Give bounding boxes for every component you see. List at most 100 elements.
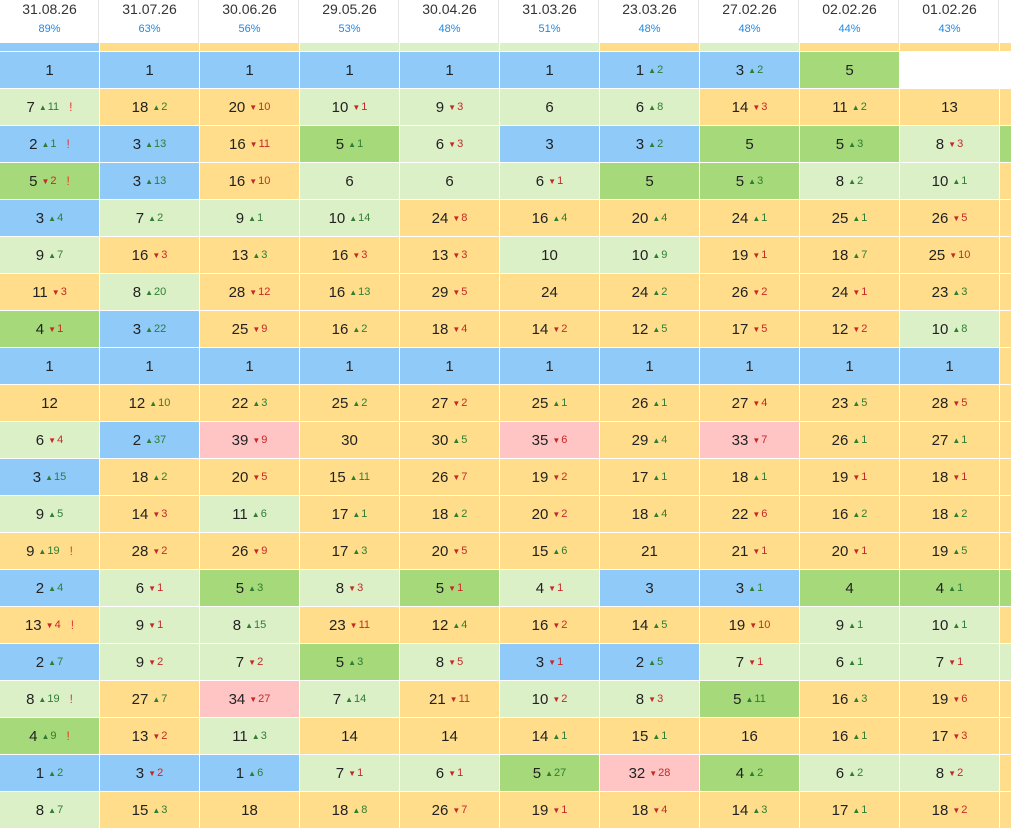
rank-cell[interactable]: 17 ▲3 <box>300 533 399 569</box>
rank-cell[interactable]: 19 ▼10 <box>700 607 799 643</box>
rank-cell[interactable]: 8 ▼3 <box>300 570 399 606</box>
rank-cell[interactable]: 3 ▼1 <box>500 644 599 680</box>
rank-cell[interactable]: 18 ▲2 <box>900 496 999 532</box>
rank-cell[interactable]: 6 ▼1 <box>500 163 599 199</box>
rank-cell[interactable]: 8 ▲19! <box>0 681 99 717</box>
rank-cell[interactable]: 1 <box>0 52 99 88</box>
rank-cell[interactable]: 35 ▼6 <box>500 422 599 458</box>
rank-cell[interactable]: 7 ▼1 <box>300 755 399 791</box>
rank-cell[interactable]: 23 ▲3 <box>900 274 999 310</box>
rank-cell[interactable]: 12 ▼2 <box>800 311 899 347</box>
rank-cell[interactable]: 4 ▲9! <box>0 718 99 754</box>
rank-cell[interactable]: 4 ▲2 <box>700 755 799 791</box>
rank-cell[interactable]: 10 ▼1 <box>300 89 399 125</box>
rank-cell[interactable]: 7 ▼2 <box>200 644 299 680</box>
rank-cell[interactable]: 3 ▲1 <box>700 570 799 606</box>
rank-cell[interactable]: 22 ▼6 <box>700 496 799 532</box>
rank-cell[interactable]: 21 ▼1 <box>700 533 799 569</box>
rank-cell[interactable]: 1 <box>100 52 199 88</box>
rank-cell[interactable]: 25 ▼9 <box>200 311 299 347</box>
rank-cell[interactable]: 1 <box>200 348 299 384</box>
rank-cell[interactable]: 15 ▲3 <box>100 792 199 828</box>
rank-cell[interactable]: 6 ▼4 <box>0 422 99 458</box>
rank-cell[interactable]: 5 ▼1 <box>400 570 499 606</box>
rank-cell[interactable]: 8 ▼2 <box>900 755 999 791</box>
rank-cell[interactable]: 24 ▼1 <box>800 274 899 310</box>
rank-cell[interactable]: 14 ▲3 <box>700 792 799 828</box>
rank-cell[interactable]: 11 ▲3 <box>200 718 299 754</box>
rank-cell[interactable]: 13 ▼3 <box>400 237 499 273</box>
rank-cell[interactable]: 30 <box>300 422 399 458</box>
rank-cell[interactable]: 1 <box>400 52 499 88</box>
rank-cell[interactable]: 25 ▲1 <box>500 385 599 421</box>
rank-cell[interactable]: 10 ▼2 <box>500 681 599 717</box>
rank-cell[interactable]: 1 <box>200 52 299 88</box>
rank-cell[interactable]: 6 ▼3 <box>400 126 499 162</box>
rank-cell[interactable]: 5 ▲27 <box>500 755 599 791</box>
rank-cell[interactable]: 18 <box>200 792 299 828</box>
rank-cell[interactable]: 24 ▲2 <box>600 274 699 310</box>
rank-cell[interactable]: 10 ▲9 <box>600 237 699 273</box>
rank-cell[interactable]: 10 ▲1 <box>900 163 999 199</box>
rank-cell[interactable]: 1 <box>400 348 499 384</box>
rank-cell[interactable]: 1 ▲2 <box>0 755 99 791</box>
rank-cell[interactable]: 27 ▼2 <box>400 385 499 421</box>
rank-cell[interactable]: 18 ▲1 <box>700 459 799 495</box>
rank-cell[interactable]: 14 ▼3 <box>700 89 799 125</box>
rank-cell[interactable]: 18 ▲2 <box>400 496 499 532</box>
column-header[interactable]: 30.04.26 48% <box>400 0 499 43</box>
rank-cell[interactable]: 8 ▲2 <box>800 163 899 199</box>
rank-cell[interactable]: 6 <box>500 89 599 125</box>
rank-cell[interactable]: 15 ▲11 <box>300 459 399 495</box>
rank-cell[interactable]: 22 ▲3 <box>200 385 299 421</box>
rank-cell[interactable]: 18 ▲2 <box>100 89 199 125</box>
rank-cell[interactable]: 5 ▼2! <box>0 163 99 199</box>
rank-cell[interactable]: 32 ▼28 <box>600 755 699 791</box>
rank-cell[interactable]: 3 ▲2 <box>600 126 699 162</box>
rank-cell[interactable]: 7 ▲14 <box>300 681 399 717</box>
rank-cell[interactable]: 26 ▲1 <box>800 422 899 458</box>
rank-cell[interactable]: 13 ▼2 <box>100 718 199 754</box>
rank-cell[interactable]: 7 ▲11! <box>0 89 99 125</box>
rank-cell[interactable]: 6 <box>300 163 399 199</box>
rank-cell[interactable]: 9 ▲1 <box>800 607 899 643</box>
rank-cell[interactable]: 27 ▲1 <box>900 422 999 458</box>
rank-cell[interactable]: 7 ▼1 <box>700 644 799 680</box>
rank-cell[interactable]: 2 ▲5 <box>600 644 699 680</box>
rank-cell[interactable]: 18 ▼4 <box>400 311 499 347</box>
rank-cell[interactable]: 14 ▲5 <box>600 607 699 643</box>
rank-cell[interactable]: 28 ▼5 <box>900 385 999 421</box>
rank-cell[interactable] <box>900 52 999 88</box>
rank-cell[interactable]: 20 ▼5 <box>400 533 499 569</box>
column-header[interactable]: 29.05.26 53% <box>300 0 399 43</box>
rank-cell[interactable]: 1 <box>0 348 99 384</box>
rank-cell[interactable]: 6 ▼1 <box>400 755 499 791</box>
rank-cell[interactable]: 26 ▼7 <box>400 792 499 828</box>
rank-cell[interactable]: 5 <box>700 126 799 162</box>
rank-cell[interactable]: 18 ▼4 <box>600 792 699 828</box>
rank-cell[interactable]: 18 ▼1 <box>900 459 999 495</box>
rank-cell[interactable]: 1 <box>700 348 799 384</box>
rank-cell[interactable]: 23 ▲5 <box>800 385 899 421</box>
column-header[interactable]: 31.07.26 63% <box>100 0 199 43</box>
rank-cell[interactable]: 19 ▲5 <box>900 533 999 569</box>
rank-cell[interactable]: 16 ▼3 <box>100 237 199 273</box>
rank-cell[interactable]: 9 ▲19! <box>0 533 99 569</box>
rank-cell[interactable]: 5 ▲11 <box>700 681 799 717</box>
rank-cell[interactable]: 30 ▲5 <box>400 422 499 458</box>
column-header[interactable]: 31.08.26 89% <box>0 0 99 43</box>
rank-cell[interactable]: 5 ▲3 <box>200 570 299 606</box>
rank-cell[interactable]: 33 ▼7 <box>700 422 799 458</box>
rank-cell[interactable]: 1 ▲2 <box>600 52 699 88</box>
rank-cell[interactable]: 11 ▼3 <box>0 274 99 310</box>
rank-cell[interactable]: 18 ▲2 <box>100 459 199 495</box>
rank-cell[interactable]: 8 ▲20 <box>100 274 199 310</box>
rank-cell[interactable]: 4 ▲1 <box>900 570 999 606</box>
rank-cell[interactable]: 3 ▲13 <box>100 163 199 199</box>
column-header[interactable]: 31.03.26 51% <box>500 0 599 43</box>
rank-cell[interactable]: 26 ▲1 <box>600 385 699 421</box>
rank-cell[interactable]: 7 ▼1 <box>900 644 999 680</box>
rank-cell[interactable]: 16 ▲1 <box>800 718 899 754</box>
rank-cell[interactable]: 17 ▼5 <box>700 311 799 347</box>
rank-cell[interactable]: 20 ▼5 <box>200 459 299 495</box>
